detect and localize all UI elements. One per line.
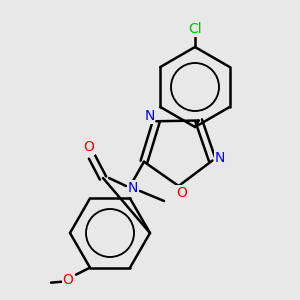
Text: O: O [84,140,94,154]
Text: O: O [176,186,187,200]
Text: O: O [63,273,74,286]
Text: Cl: Cl [188,22,202,36]
Text: N: N [144,109,154,123]
Text: N: N [214,151,225,164]
Text: N: N [128,181,138,195]
